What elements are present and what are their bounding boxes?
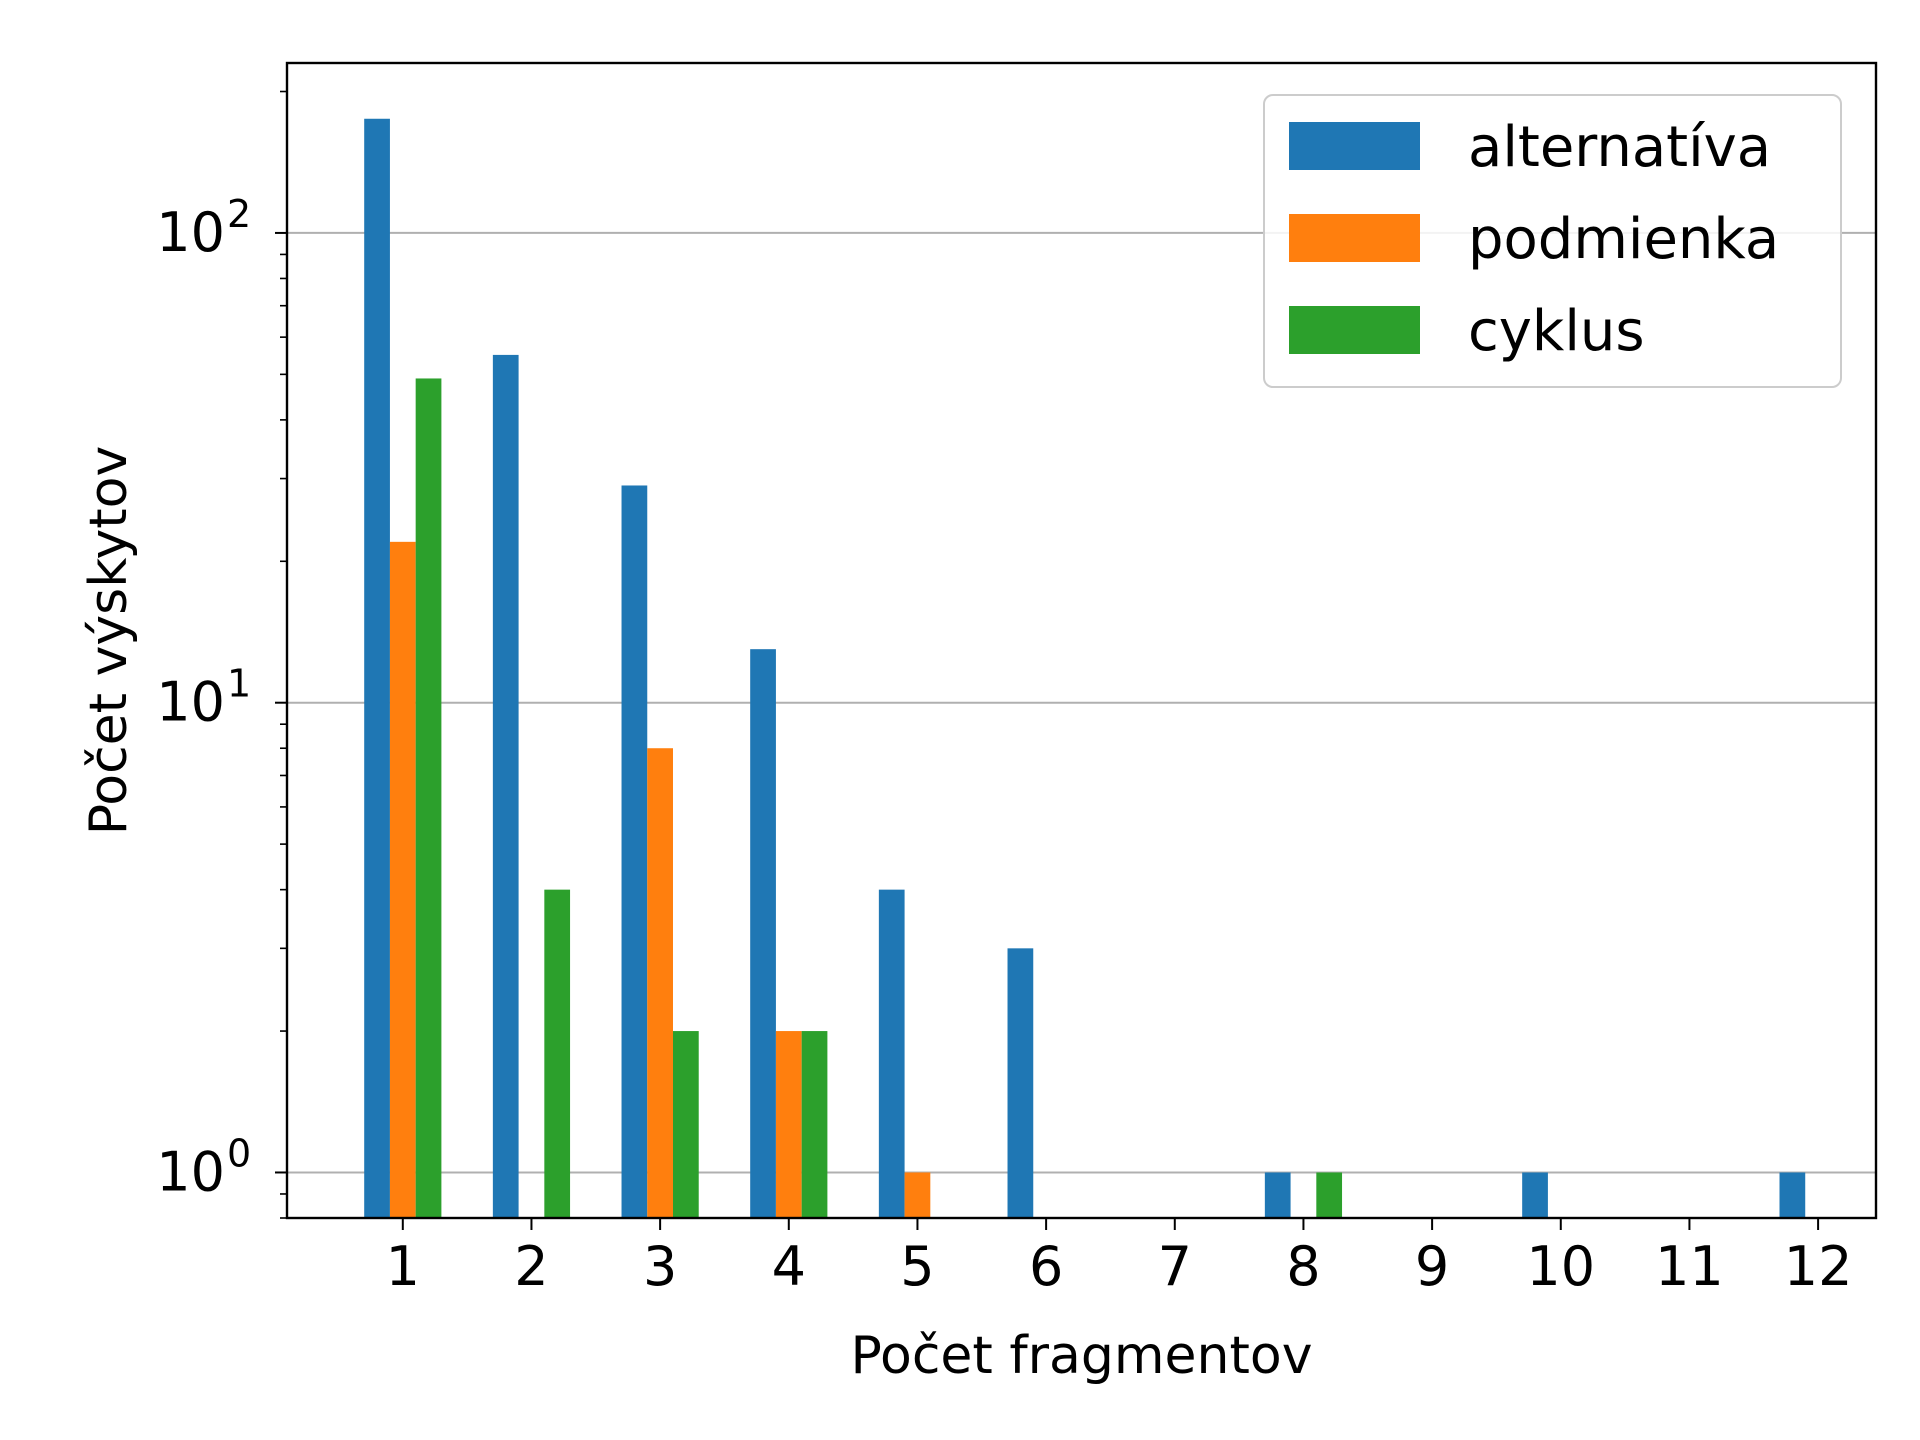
bar-3-3 <box>672 1031 699 1218</box>
bar-2-1 <box>389 541 416 1218</box>
bar-1-5 <box>878 889 905 1218</box>
x-tick-label: 4 <box>772 1235 806 1298</box>
bar-1-4 <box>750 649 776 1218</box>
bar-2-5 <box>904 1172 931 1218</box>
x-tick-label: 9 <box>1415 1235 1449 1298</box>
bar-1-1 <box>364 118 390 1218</box>
bar-1-6 <box>1007 948 1034 1218</box>
bar-3-4 <box>801 1031 828 1218</box>
legend-swatch <box>1289 214 1420 262</box>
bar-1-8 <box>1264 1172 1291 1218</box>
bar-1-3 <box>621 485 648 1219</box>
legend-label: cyklus <box>1468 299 1645 364</box>
legend-swatch <box>1289 306 1420 354</box>
bar-3-8 <box>1316 1172 1343 1218</box>
bar-1-12 <box>1779 1172 1806 1218</box>
y-tick-label-exponent: 0 <box>227 1131 251 1175</box>
x-tick-label: 10 <box>1526 1235 1595 1298</box>
legend-label: alternatíva <box>1468 115 1771 180</box>
legend-label: podmienka <box>1468 207 1779 272</box>
y-tick-label: 10 <box>156 201 225 264</box>
legend-swatch <box>1289 122 1420 170</box>
bar-3-1 <box>415 378 442 1218</box>
y-tick-label-exponent: 2 <box>227 192 251 236</box>
bar-2-3 <box>647 748 673 1218</box>
bar-layer <box>364 118 1806 1219</box>
x-tick-label: 5 <box>900 1235 934 1298</box>
x-axis-title: Počet fragmentov <box>851 1326 1313 1386</box>
x-tick-label: 6 <box>1029 1235 1063 1298</box>
bar-2-4 <box>775 1031 802 1218</box>
bar-3-2 <box>544 889 571 1218</box>
bar-1-2 <box>492 354 519 1218</box>
y-tick-label-exponent: 1 <box>227 662 251 706</box>
x-tick-label: 3 <box>643 1235 677 1298</box>
y-tick-label: 10 <box>156 1140 225 1203</box>
x-tick-label: 12 <box>1784 1235 1853 1298</box>
x-tick-label: 11 <box>1655 1235 1724 1298</box>
x-tick-label: 1 <box>386 1235 420 1298</box>
bar-1-10 <box>1522 1172 1548 1218</box>
x-tick-label: 7 <box>1158 1235 1192 1298</box>
plot-frame <box>285 61 1878 1220</box>
legend: alternatíva podmienka cyklus <box>1263 94 1842 388</box>
x-tick-label: 8 <box>1286 1235 1320 1298</box>
y-axis-title: Počet výskytov <box>79 446 139 835</box>
y-tick-label: 10 <box>156 671 225 734</box>
x-tick-label: 2 <box>514 1235 548 1298</box>
